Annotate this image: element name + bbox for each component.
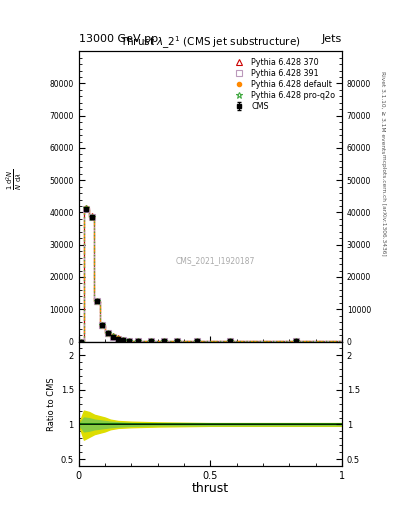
Pythia 6.428 pro-q2o xyxy=(100,322,105,328)
Title: Thrust $\lambda\_2^1$ (CMS jet substructure): Thrust $\lambda\_2^1$ (CMS jet substruct… xyxy=(120,35,301,51)
Text: Rivet 3.1.10, ≥ 3.1M events: Rivet 3.1.10, ≥ 3.1M events xyxy=(381,72,386,154)
Pythia 6.428 391 xyxy=(162,338,167,345)
Pythia 6.428 pro-q2o xyxy=(162,338,167,345)
Pythia 6.428 370 xyxy=(116,335,121,342)
Pythia 6.428 370 xyxy=(294,338,298,345)
Pythia 6.428 pro-q2o xyxy=(136,338,140,344)
Pythia 6.428 default xyxy=(149,338,153,344)
Pythia 6.428 391 xyxy=(149,338,153,344)
Pythia 6.428 370 xyxy=(175,338,180,345)
Pythia 6.428 default xyxy=(228,338,232,345)
Pythia 6.428 default xyxy=(90,214,94,220)
Pythia 6.428 default xyxy=(294,338,298,345)
Pythia 6.428 391 xyxy=(84,205,89,211)
Pythia 6.428 pro-q2o xyxy=(90,214,94,220)
Pythia 6.428 pro-q2o xyxy=(84,205,89,211)
Pythia 6.428 default xyxy=(105,330,110,336)
Pythia 6.428 391 xyxy=(121,337,126,343)
Pythia 6.428 391 xyxy=(175,338,180,345)
Text: CMS_2021_I1920187: CMS_2021_I1920187 xyxy=(176,255,255,265)
Pythia 6.428 default xyxy=(95,298,99,304)
Line: Pythia 6.428 370: Pythia 6.428 370 xyxy=(79,205,299,344)
Pythia 6.428 370 xyxy=(228,338,232,345)
Pythia 6.428 pro-q2o xyxy=(95,298,99,304)
Pythia 6.428 391 xyxy=(79,338,84,345)
X-axis label: thrust: thrust xyxy=(192,482,229,495)
Pythia 6.428 default xyxy=(100,322,105,328)
Pythia 6.428 370 xyxy=(162,338,167,345)
Pythia 6.428 default xyxy=(175,338,180,345)
Pythia 6.428 pro-q2o xyxy=(294,338,298,345)
Pythia 6.428 370 xyxy=(95,298,99,304)
Pythia 6.428 391 xyxy=(136,338,140,344)
Pythia 6.428 pro-q2o xyxy=(228,338,232,345)
Pythia 6.428 391 xyxy=(100,322,105,328)
Pythia 6.428 391 xyxy=(126,337,131,344)
Pythia 6.428 default xyxy=(121,337,126,343)
Pythia 6.428 370 xyxy=(84,205,89,211)
Text: 13000 GeV pp: 13000 GeV pp xyxy=(79,33,158,44)
Y-axis label: Ratio to CMS: Ratio to CMS xyxy=(48,377,57,431)
Text: $\frac{1}{N}\frac{\mathrm{d}^2N}{\mathrm{d}\lambda}$: $\frac{1}{N}\frac{\mathrm{d}^2N}{\mathrm… xyxy=(4,168,24,190)
Pythia 6.428 pro-q2o xyxy=(126,337,131,344)
Pythia 6.428 default xyxy=(84,205,89,211)
Line: Pythia 6.428 pro-q2o: Pythia 6.428 pro-q2o xyxy=(78,204,299,345)
Pythia 6.428 370 xyxy=(110,333,115,339)
Pythia 6.428 370 xyxy=(90,214,94,220)
Line: Pythia 6.428 default: Pythia 6.428 default xyxy=(79,206,298,344)
Pythia 6.428 391 xyxy=(110,333,115,339)
Pythia 6.428 default xyxy=(79,338,84,345)
Pythia 6.428 pro-q2o xyxy=(110,333,115,339)
Text: Jets: Jets xyxy=(321,33,342,44)
Pythia 6.428 370 xyxy=(100,322,105,328)
Pythia 6.428 391 xyxy=(90,214,94,220)
Pythia 6.428 370 xyxy=(126,337,131,344)
Pythia 6.428 pro-q2o xyxy=(195,338,200,345)
Line: Pythia 6.428 391: Pythia 6.428 391 xyxy=(79,206,299,344)
Pythia 6.428 370 xyxy=(105,330,110,336)
Pythia 6.428 370 xyxy=(121,337,126,343)
Pythia 6.428 391 xyxy=(116,335,121,342)
Pythia 6.428 pro-q2o xyxy=(149,338,153,344)
Pythia 6.428 pro-q2o xyxy=(121,337,126,343)
Pythia 6.428 391 xyxy=(228,338,232,345)
Pythia 6.428 pro-q2o xyxy=(175,338,180,345)
Pythia 6.428 pro-q2o xyxy=(116,335,121,342)
Pythia 6.428 default xyxy=(162,338,167,345)
Pythia 6.428 391 xyxy=(105,330,110,336)
Pythia 6.428 391 xyxy=(95,298,99,304)
Pythia 6.428 370 xyxy=(79,338,84,345)
Pythia 6.428 391 xyxy=(294,338,298,345)
Pythia 6.428 370 xyxy=(136,338,140,344)
Pythia 6.428 pro-q2o xyxy=(105,330,110,336)
Text: mcplots.cern.ch [arXiv:1306.3436]: mcplots.cern.ch [arXiv:1306.3436] xyxy=(381,154,386,255)
Pythia 6.428 default xyxy=(126,337,131,344)
Legend: Pythia 6.428 370, Pythia 6.428 391, Pythia 6.428 default, Pythia 6.428 pro-q2o, : Pythia 6.428 370, Pythia 6.428 391, Pyth… xyxy=(228,55,338,113)
Pythia 6.428 391 xyxy=(195,338,200,345)
Pythia 6.428 default xyxy=(136,338,140,344)
Pythia 6.428 default xyxy=(116,335,121,342)
Pythia 6.428 pro-q2o xyxy=(79,338,84,345)
Pythia 6.428 370 xyxy=(149,338,153,344)
Pythia 6.428 default xyxy=(195,338,200,345)
Pythia 6.428 default xyxy=(110,333,115,339)
Pythia 6.428 370 xyxy=(195,338,200,345)
